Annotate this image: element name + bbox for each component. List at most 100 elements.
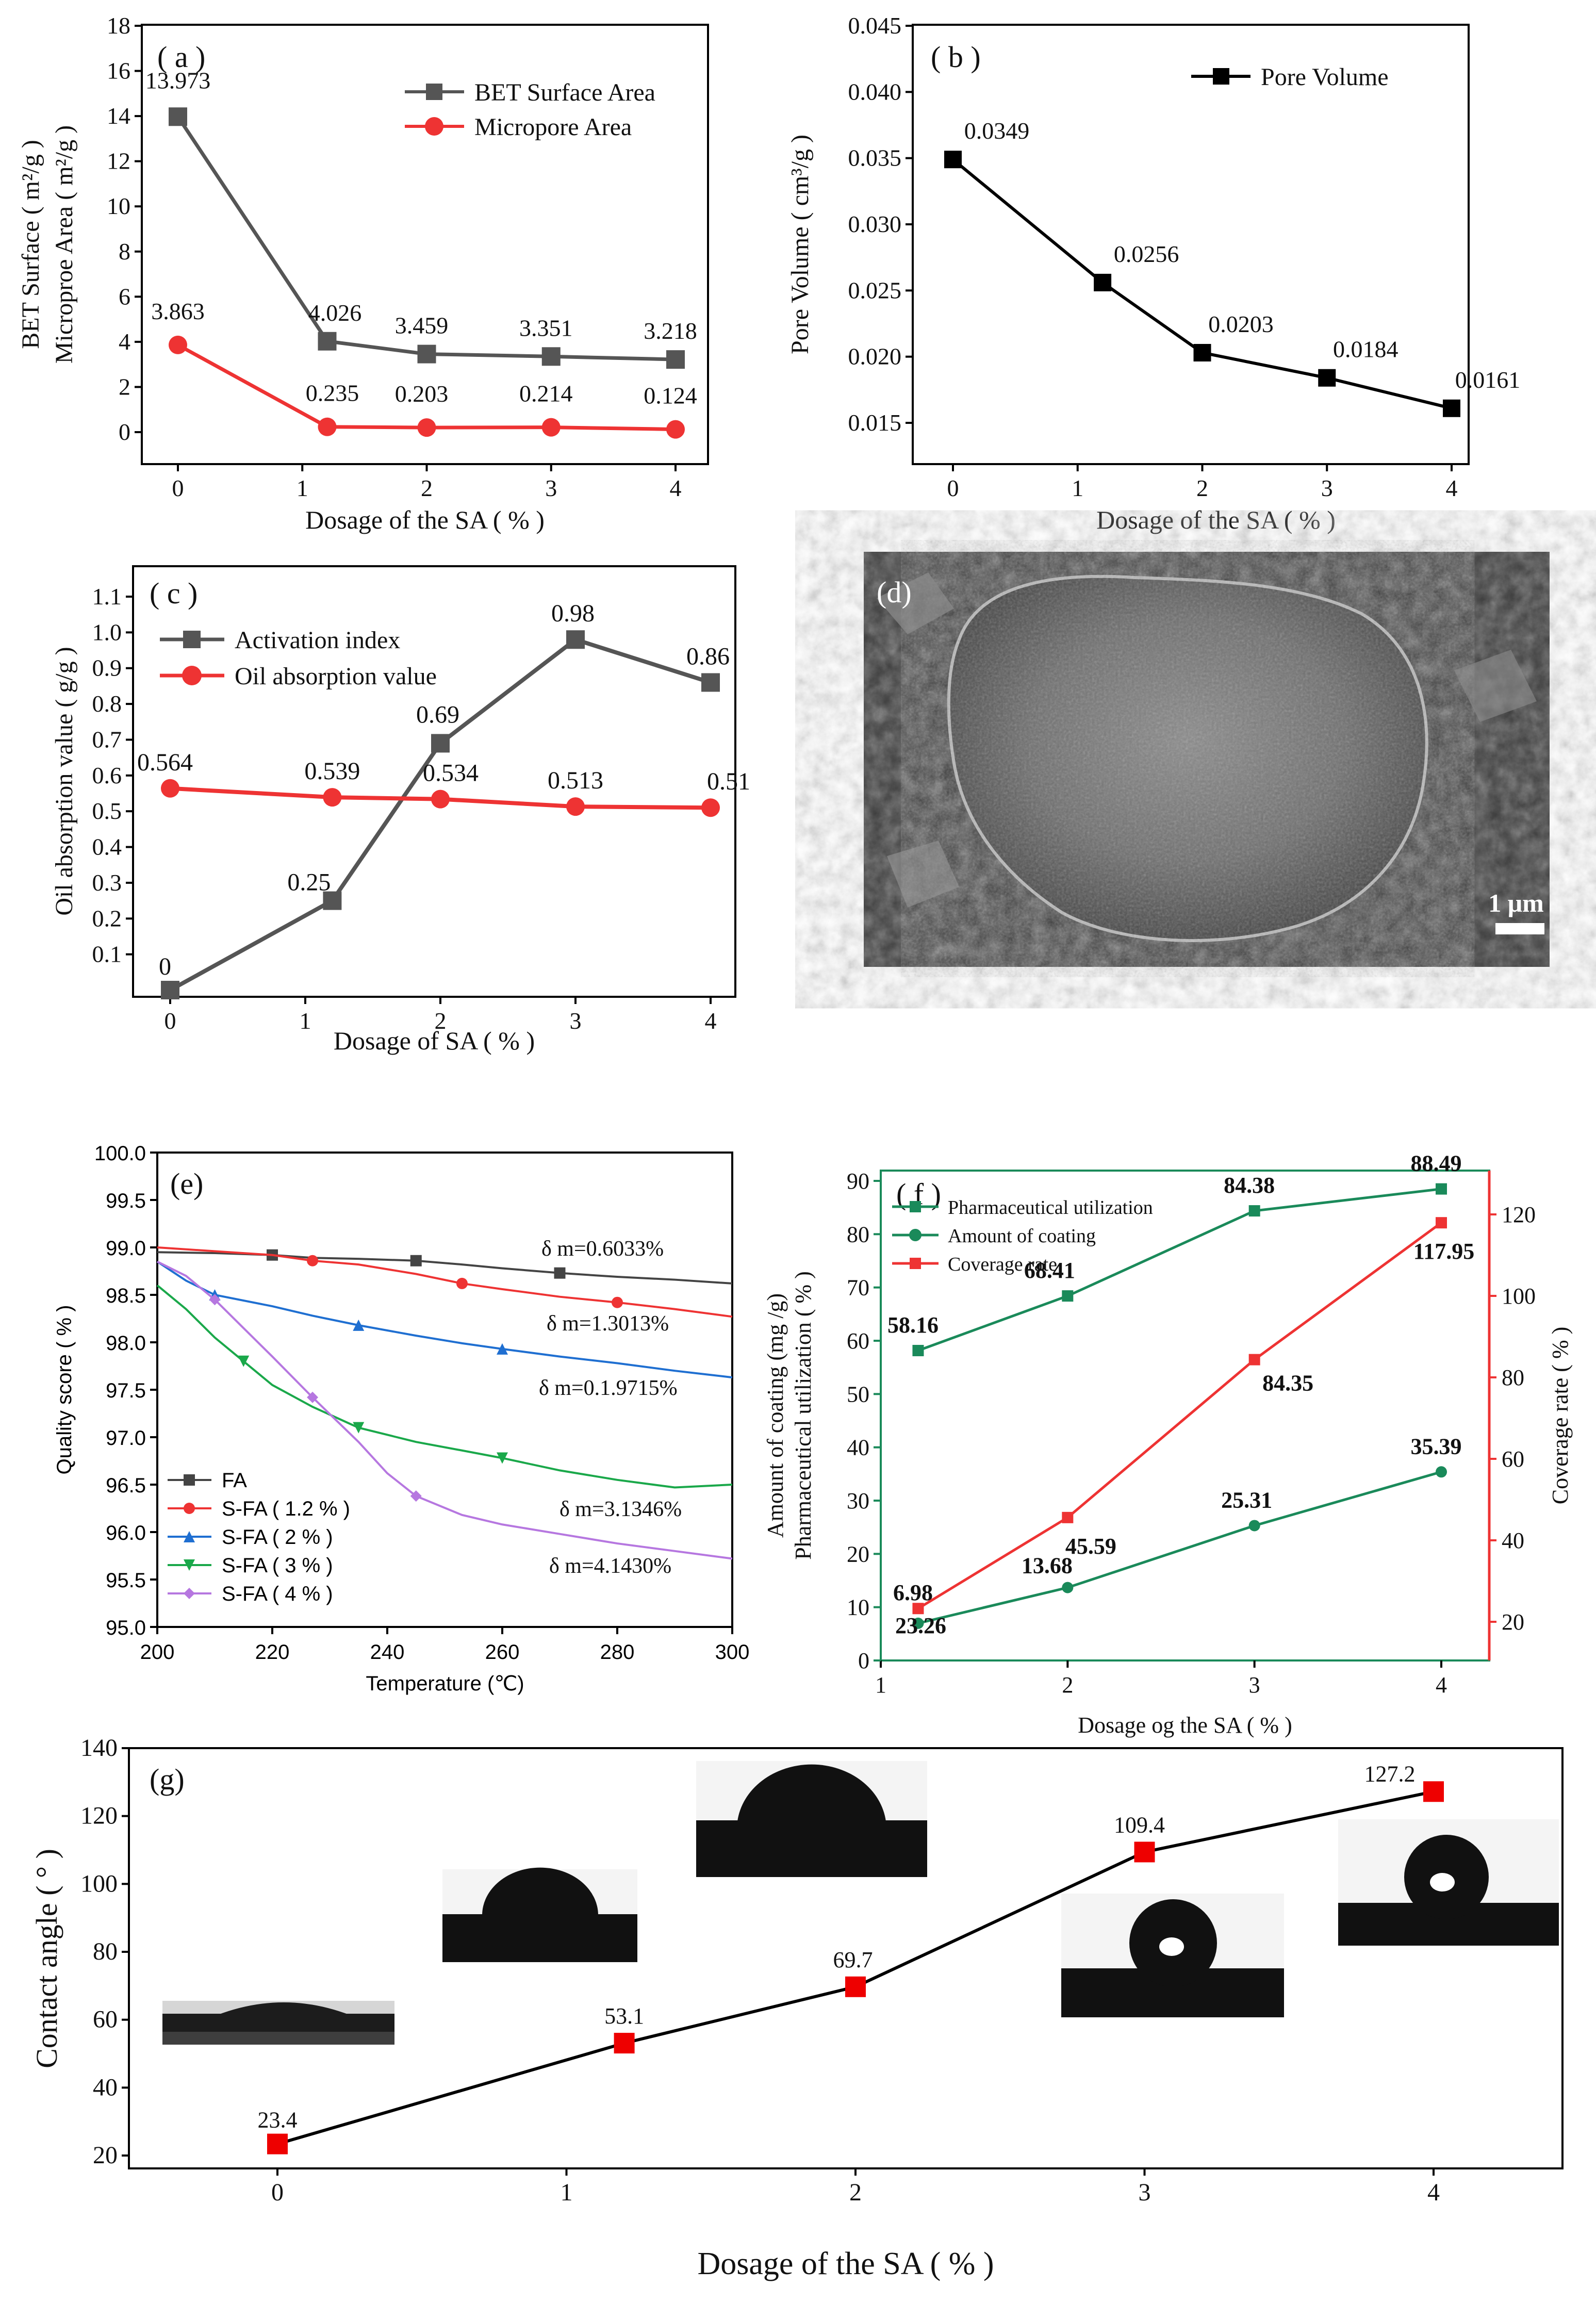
panel-f-legend: Pharmaceutical utilization Amount of coa… xyxy=(892,1197,1153,1275)
x-tick-label: 2 xyxy=(849,2179,862,2206)
x-tick-label: 3 xyxy=(1321,475,1333,501)
legend-marker xyxy=(184,1588,195,1599)
panel-c-legend: Activation index Oil absorption value xyxy=(160,627,437,690)
y-tick-label: 0.8 xyxy=(92,690,122,717)
data-point xyxy=(666,420,685,439)
legend-micropore-area: Micropore Area xyxy=(474,113,632,141)
y-tick-label: 20 xyxy=(93,2142,118,2169)
data-label: 3.218 xyxy=(644,318,697,344)
y-tick-label: 90 xyxy=(847,1169,869,1194)
y-tick-label: 1.1 xyxy=(92,583,122,610)
data-label: 13.973 xyxy=(145,67,211,93)
panel-c: ( c ) 0 1 2 3 4 0.1 0.2 0.3 0.4 0.5 0.6 0.7 0.8 0.9 1.… xyxy=(51,565,750,1055)
data-point xyxy=(417,344,436,364)
panel-e-ylabel: Quality score ( % ) xyxy=(53,1305,76,1475)
data-point xyxy=(323,891,342,910)
data-label: 0.0203 xyxy=(1208,311,1274,337)
sem-fragment xyxy=(887,841,959,908)
legend-marker-pore-volume xyxy=(1213,68,1229,85)
data-point xyxy=(1062,1511,1074,1523)
panel-g-series: 23.4 53.1 69.7 109.4 127.2 xyxy=(258,1761,1444,2154)
y-tick-label: 97.5 xyxy=(106,1379,146,1402)
data-point xyxy=(307,1391,319,1403)
panel-g: (g) xyxy=(30,1734,1564,2281)
sem-particle-texture xyxy=(948,576,1427,941)
legend-pharmaceutical-utilization: Pharmaceutical utilization xyxy=(948,1197,1153,1219)
data-point xyxy=(944,151,962,169)
data-label: 117.95 xyxy=(1413,1239,1475,1264)
y-tick-label: 120 xyxy=(80,1802,118,1830)
data-point xyxy=(1436,1466,1447,1478)
legend-label: S-FA ( 2 % ) xyxy=(222,1526,333,1549)
y-tick-label: 0.015 xyxy=(848,409,902,436)
legend-marker-coating xyxy=(909,1229,922,1241)
legend-label: S-FA ( 1.2 % ) xyxy=(222,1498,350,1520)
y-tick-label: 30 xyxy=(847,1488,869,1514)
y-tick-label: 96.5 xyxy=(106,1474,146,1497)
legend-marker-bet xyxy=(426,84,442,100)
x-tick-label: 4 xyxy=(1427,2179,1440,2206)
data-label: 0.124 xyxy=(644,383,697,409)
data-label: 23.4 xyxy=(258,2108,298,2133)
panel-g-label: (g) xyxy=(150,1763,185,1796)
y-tick-label: 98.5 xyxy=(106,1285,146,1307)
panel-b-label: ( b ) xyxy=(931,40,981,74)
data-label: 35.39 xyxy=(1411,1434,1462,1459)
y-tick-label: 2 xyxy=(119,373,130,400)
panel-b: ( b ) 0 1 2 3 4 0.015 0.020 0.025 0.030 0.035 0.04… xyxy=(786,12,1520,534)
y-tick-label: 0.4 xyxy=(92,834,122,860)
data-label: 0.513 xyxy=(548,767,603,794)
data-point xyxy=(554,1267,566,1279)
x-tick-label: 4 xyxy=(1436,1672,1447,1698)
data-label: 0.98 xyxy=(551,600,595,627)
y-tick-label: 99.5 xyxy=(106,1190,146,1212)
y-tick-label: 50 xyxy=(847,1381,869,1407)
panel-c-ylabel: Oil absorption value ( g/g ) xyxy=(51,647,78,915)
data-point xyxy=(318,332,337,351)
series-line-4 xyxy=(157,1260,733,1560)
data-label: 53.1 xyxy=(604,2003,644,2029)
x-tick-label: 0 xyxy=(271,2179,284,2206)
x-tick-label: 2 xyxy=(1196,475,1208,501)
x-tick-label: 280 xyxy=(600,1641,635,1664)
legend-label: S-FA ( 4 % ) xyxy=(222,1583,333,1605)
panel-a-legend: BET Surface Area Micropore Area xyxy=(405,79,655,141)
data-label: 25.31 xyxy=(1221,1487,1272,1512)
panel-b-frame xyxy=(912,24,1470,465)
droplet-image-0 xyxy=(162,2001,394,2045)
y-tick-label: 0.7 xyxy=(92,726,122,752)
data-label: 0.51 xyxy=(707,768,750,795)
data-point xyxy=(1062,1582,1074,1593)
panel-d-sem-image: (d) 1 μm xyxy=(864,552,1550,967)
panel-d-label: (d) xyxy=(877,575,912,609)
y-tick-label: 96.0 xyxy=(106,1522,146,1544)
y-tick-label: 98.0 xyxy=(106,1332,146,1355)
y-right-tick-label: 40 xyxy=(1502,1528,1524,1553)
data-label: 0 xyxy=(159,953,171,980)
x-tick-label: 1 xyxy=(875,1672,886,1698)
panel-b-axes: 0 1 2 3 4 0.015 0.020 0.025 0.030 0.035 0.040 0.045 xyxy=(848,12,1458,501)
panel-e-axes: 200 220 240 260 280 300 95.0 95.5 96.0 96.5 97.0 97… xyxy=(94,1142,749,1664)
sem-fragment xyxy=(1454,650,1537,722)
legend-marker xyxy=(184,1503,195,1514)
y-tick-label: 1.0 xyxy=(92,619,122,645)
data-point xyxy=(161,981,179,999)
y-right-tick-label: 80 xyxy=(1502,1365,1524,1390)
data-label: 109.4 xyxy=(1114,1812,1165,1837)
data-point xyxy=(497,1452,508,1464)
data-label: 127.2 xyxy=(1364,1761,1416,1786)
data-point xyxy=(161,779,179,798)
legend-oil-absorption-value: Oil absorption value xyxy=(235,663,437,690)
series-line-1 xyxy=(157,1246,733,1318)
panel-a-xlabel: Dosage of the SA ( % ) xyxy=(305,505,545,534)
data-label: 6.98 xyxy=(893,1580,933,1605)
legend-bet-surface-area: BET Surface Area xyxy=(474,79,655,106)
data-label: 0.534 xyxy=(423,760,479,787)
data-point xyxy=(1134,1841,1155,1863)
series-line-2 xyxy=(917,1222,1442,1610)
droplet-image-3 xyxy=(1061,1894,1284,2017)
y-tick-label: 0.020 xyxy=(848,343,902,370)
